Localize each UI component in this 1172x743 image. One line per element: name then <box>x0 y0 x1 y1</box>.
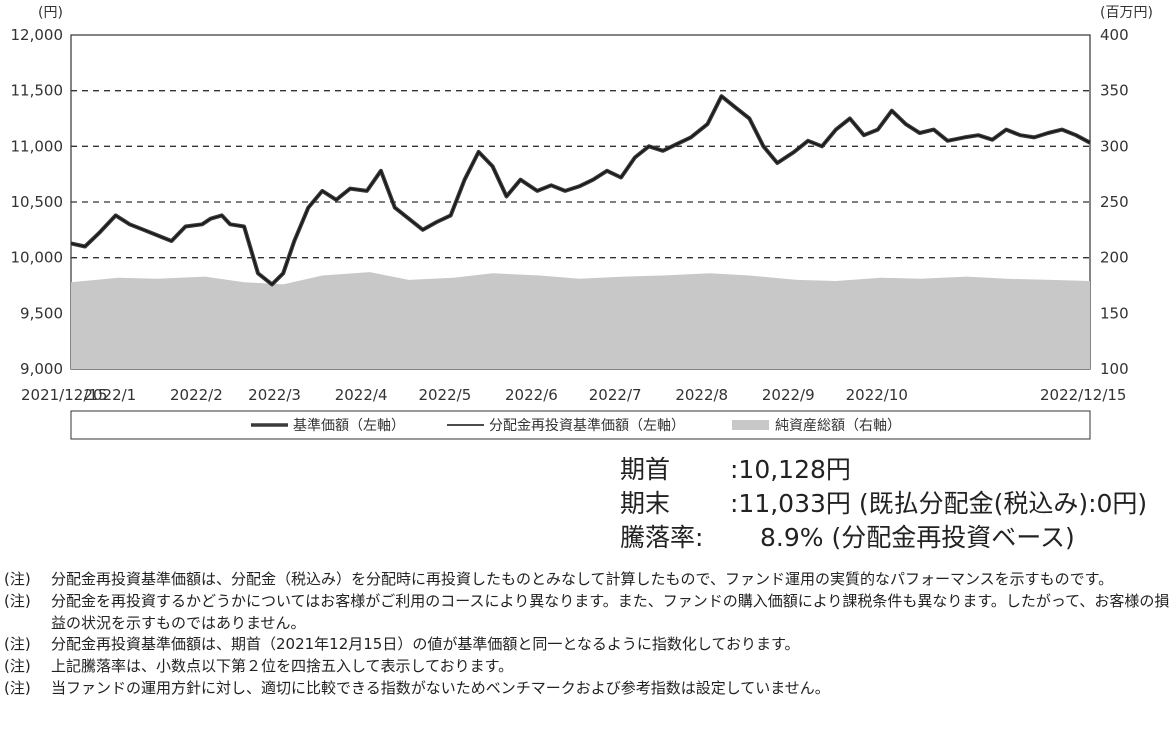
footnote: (注) 分配金再投資基準価額は、分配金（税込み）を分配時に再投資したものとみなして… <box>4 569 1170 591</box>
y-right-tick-label: 300 <box>1100 137 1129 155</box>
x-tick-label: 2021/12/15 <box>21 386 107 404</box>
footnote: (注) 分配金再投資基準価額は、期首（2021年12月15日）の値が基準価額と同一… <box>4 634 1170 656</box>
nav-lines <box>70 94 1091 287</box>
footnote: (注) 当ファンドの運用方針に対し、適切に比較できる指数がないためベンチマークおよ… <box>4 678 1170 700</box>
net-assets-area <box>71 272 1090 369</box>
footnote-text: 上記騰落率は、小数点以下第２位を四捨五入して表示しております。 <box>51 657 514 676</box>
x-tick-label: 2022/9 <box>762 386 815 404</box>
summary-end-label: 期末 <box>620 489 671 518</box>
x-tick-label: 2022/8 <box>675 386 728 404</box>
footnote-text: 当ファンドの運用方針に対し、適切に比較できる指数がないためベンチマークおよび参考… <box>51 678 830 697</box>
performance-summary: 期首 :10,128円 期末 :11,033円 (既払分配金(税込み):0円) … <box>620 453 1147 555</box>
legend-label-net-assets: 純資産総額（右軸） <box>775 418 901 434</box>
footnote-tag: (注) <box>4 635 31 654</box>
nav-line <box>70 94 1091 287</box>
x-tick-label: 2022/10 <box>846 386 908 404</box>
x-tick-label: 2022/5 <box>418 386 471 404</box>
legend-label-reinvested-nav: 分配金再投資基準価額（左軸） <box>489 417 685 434</box>
y-left-tick-label: 11,000 <box>11 137 64 155</box>
summary-end-value: :11,033円 (既払分配金(税込み):0円) <box>730 489 1148 518</box>
summary-change-value: 8.9% (分配金再投資ベース) <box>760 523 1075 552</box>
footnote-tag: (注) <box>4 678 31 697</box>
footnote-tag: (注) <box>4 591 31 610</box>
y-left-tick-label: 9,500 <box>20 304 63 322</box>
footnote-tag: (注) <box>4 657 31 676</box>
y-left-tick-label: 10,500 <box>11 193 64 211</box>
x-tick-label: 2022/12/15 <box>1040 386 1126 404</box>
legend-swatch-net-assets <box>732 420 769 430</box>
x-tick-label: 2022/2 <box>170 386 223 404</box>
reinvested-nav-line <box>70 95 1091 285</box>
left-axis-unit: (円) <box>38 5 63 21</box>
footnote: (注) 上記騰落率は、小数点以下第２位を四捨五入して表示しております。 <box>4 656 1170 678</box>
y-right-tick-label: 150 <box>1100 304 1129 322</box>
right-axis-unit: (百万円) <box>1100 5 1153 21</box>
summary-change-row: 騰落率: 8.9% (分配金再投資ベース) <box>620 521 1147 555</box>
y-right-tick-label: 350 <box>1100 82 1129 100</box>
y-left-tick-label: 12,000 <box>11 26 64 44</box>
x-tick-label: 2022/6 <box>505 386 558 404</box>
x-tick-label: 2022/7 <box>589 386 642 404</box>
summary-start-value: :10,128円 <box>730 455 851 484</box>
legend-label-nav: 基準価額（左軸） <box>293 417 405 434</box>
footnote-text: 分配金再投資基準価額は、期首（2021年12月15日）の値が基準価額と同一となる… <box>51 635 800 654</box>
y-left-tick-label: 11,500 <box>11 82 64 100</box>
summary-change-label: 騰落率: <box>620 523 704 552</box>
footnote-text: 分配金を再投資するかどうかについてはお客様がご利用のコースにより異なります。また… <box>51 591 1170 632</box>
right-axis-ticks: 100 150 200 250 300 350 400 <box>1100 26 1129 378</box>
summary-end-row: 期末 :11,033円 (既払分配金(税込み):0円) <box>620 487 1147 521</box>
y-left-tick-label: 9,000 <box>20 360 63 378</box>
x-tick-label: 2022/3 <box>248 386 301 404</box>
fund-performance-chart: 9,000 9,500 10,000 10,500 11,000 11,500 12,000… <box>11 5 1153 440</box>
y-right-tick-label: 100 <box>1100 360 1129 378</box>
footnote-text: 分配金再投資基準価額は、分配金（税込み）を分配時に再投資したものとみなして計算し… <box>51 570 1114 588</box>
x-tick-label: 2022/1 <box>83 386 136 404</box>
left-axis-ticks: 9,000 9,500 10,000 10,500 11,000 11,500 12,000 <box>11 26 64 378</box>
net-assets-area-path <box>71 272 1090 369</box>
y-left-tick-label: 10,000 <box>11 249 64 267</box>
summary-start-row: 期首 :10,128円 <box>620 453 1147 487</box>
y-right-tick-label: 200 <box>1100 249 1129 267</box>
legend-box <box>70 410 1091 440</box>
legend: 基準価額（左軸） 分配金再投資基準価額（左軸） 純資産総額（右軸） <box>70 410 1091 440</box>
summary-start-label: 期首 <box>620 455 671 484</box>
footnote: (注) 分配金を再投資するかどうかについてはお客様がご利用のコースにより異なります… <box>4 591 1170 635</box>
y-right-tick-label: 400 <box>1100 26 1129 44</box>
x-tick-label: 2022/4 <box>335 386 388 404</box>
footnote-tag: (注) <box>4 570 31 588</box>
footnotes: (注) 分配金再投資基準価額は、分配金（税込み）を分配時に再投資したものとみなして… <box>4 569 1170 700</box>
y-right-tick-label: 250 <box>1100 193 1129 211</box>
